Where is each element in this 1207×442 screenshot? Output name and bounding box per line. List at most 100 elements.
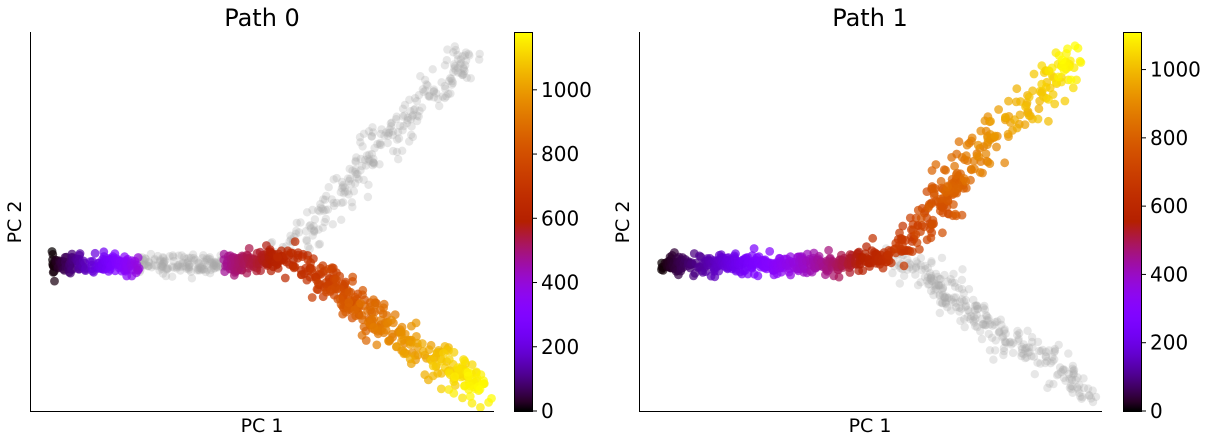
data-point xyxy=(384,336,394,346)
grey-point xyxy=(158,262,168,271)
grey-point xyxy=(429,85,439,94)
grey-point xyxy=(981,320,990,330)
grey-point xyxy=(927,271,936,281)
grey-point xyxy=(435,101,444,111)
grey-point xyxy=(957,275,967,285)
grey-point xyxy=(211,259,220,268)
grey-point xyxy=(429,93,439,102)
grey-point xyxy=(1000,326,1009,335)
grey-point xyxy=(198,265,207,275)
grey-point xyxy=(361,161,371,170)
grey-point xyxy=(1027,352,1036,361)
grey-point xyxy=(899,271,909,281)
grey-point xyxy=(920,261,930,271)
grey-point xyxy=(991,318,1000,327)
grey-point xyxy=(447,80,456,89)
grey-point xyxy=(916,253,926,263)
grey-point xyxy=(158,269,168,278)
grey-point xyxy=(415,106,424,116)
data-point xyxy=(75,249,85,258)
data-point xyxy=(985,159,995,169)
data-point xyxy=(868,233,878,243)
grey-point xyxy=(417,103,427,112)
grey-point xyxy=(456,55,465,64)
grey-point xyxy=(459,63,468,72)
data-point xyxy=(363,306,372,316)
grey-point xyxy=(450,42,459,51)
grey-point xyxy=(408,110,418,120)
grey-point xyxy=(186,267,196,276)
grey-point xyxy=(179,258,188,268)
grey-point xyxy=(959,289,968,298)
data-point xyxy=(950,209,960,219)
data-point xyxy=(992,142,1001,152)
grey-point xyxy=(387,118,396,127)
grey-point xyxy=(997,320,1006,329)
grey-point xyxy=(943,277,952,286)
data-point xyxy=(392,342,402,351)
grey-point xyxy=(365,150,374,159)
data-point xyxy=(961,151,971,161)
grey-point xyxy=(205,253,214,262)
grey-point xyxy=(389,146,398,156)
grey-point xyxy=(930,286,939,295)
data-point xyxy=(1066,75,1076,85)
grey-point xyxy=(392,112,401,121)
grey-point xyxy=(1044,346,1054,355)
grey-point xyxy=(938,284,948,293)
data-point xyxy=(387,315,396,325)
grey-point xyxy=(1017,344,1027,354)
data-point xyxy=(938,228,947,238)
grey-point xyxy=(458,70,468,80)
data-point xyxy=(350,305,360,315)
grey-point xyxy=(381,128,391,137)
grey-point xyxy=(157,261,166,270)
grey-point xyxy=(424,91,433,101)
data-point xyxy=(1021,102,1030,111)
grey-point xyxy=(410,94,420,103)
grey-point xyxy=(185,262,195,271)
data-point xyxy=(981,149,991,159)
grey-point xyxy=(176,262,185,272)
grey-point xyxy=(1045,379,1054,388)
grey-point xyxy=(1069,366,1078,376)
grey-point xyxy=(339,198,348,207)
grey-point xyxy=(453,63,463,72)
data-point xyxy=(50,276,59,286)
grey-point xyxy=(365,156,374,165)
grey-point xyxy=(926,269,935,278)
grey-point xyxy=(178,258,187,267)
grey-point xyxy=(973,305,982,314)
grey-point xyxy=(197,262,207,271)
grey-point xyxy=(369,158,378,167)
grey-point xyxy=(1000,337,1010,346)
grey-point xyxy=(319,195,328,204)
data-point xyxy=(417,339,427,348)
grey-point xyxy=(917,265,926,275)
grey-point xyxy=(458,70,467,80)
grey-point xyxy=(973,322,982,332)
grey-point xyxy=(182,254,191,264)
data-point xyxy=(458,393,467,403)
data-point xyxy=(834,272,844,282)
grey-point xyxy=(957,304,966,313)
grey-point xyxy=(935,308,944,318)
panel-path-1: Path 1 PC 1 PC 2 0 200 400 600 800 1000 xyxy=(612,4,1201,437)
data-point xyxy=(1034,104,1044,114)
grey-point xyxy=(184,265,194,274)
grey-point xyxy=(320,217,329,227)
grey-point xyxy=(444,76,454,86)
grey-point xyxy=(161,271,171,281)
grey-point xyxy=(206,255,215,264)
grey-point xyxy=(399,121,408,131)
colorbar-tick-label: 600 xyxy=(1150,194,1188,218)
data-point xyxy=(943,196,953,206)
grey-point xyxy=(969,312,979,321)
grey-point xyxy=(1059,365,1068,374)
grey-point xyxy=(394,134,404,143)
grey-point xyxy=(1064,349,1073,358)
grey-point xyxy=(376,129,385,139)
grey-point xyxy=(369,158,378,168)
grey-point xyxy=(449,60,459,69)
grey-point xyxy=(179,262,188,271)
